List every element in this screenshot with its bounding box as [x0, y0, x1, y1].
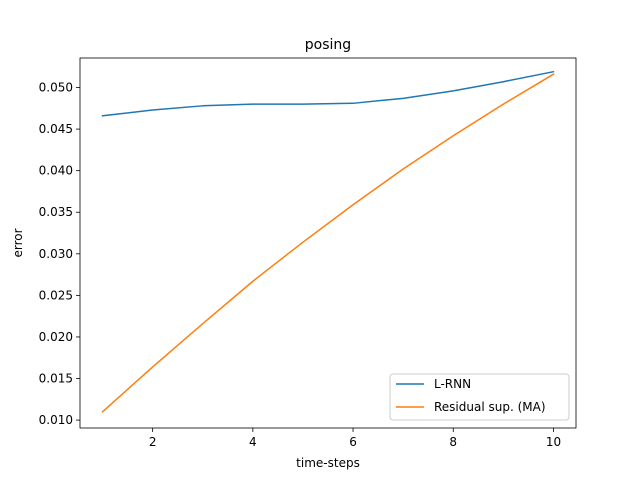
axis-ticks: 2 4 6 8 10 0.010 0.015 0.020 0.025 0.030 0.035 0.04…: [39, 81, 561, 449]
x-tick-label: 6: [349, 435, 357, 449]
y-tick-label: 0.035: [39, 205, 73, 219]
series-line-residual-sup: [101, 73, 555, 413]
y-tick-label: 0.010: [39, 413, 73, 427]
legend-box: [389, 373, 570, 421]
y-tick-label: 0.020: [39, 330, 73, 344]
y-axis-label: error: [11, 228, 25, 257]
y-tick-label: 0.045: [39, 122, 73, 136]
y-tick-label: 0.040: [39, 164, 73, 178]
x-tick-label: 10: [546, 435, 561, 449]
x-tick-label: 4: [249, 435, 257, 449]
x-tick-label: 8: [449, 435, 457, 449]
series-lines: [101, 70, 555, 413]
series-line-l-rnn: [101, 70, 555, 117]
y-tick-label: 0.025: [39, 288, 73, 302]
chart-title: posing: [305, 37, 351, 53]
x-tick-label: 2: [149, 435, 157, 449]
y-tick-label: 0.050: [39, 81, 73, 95]
x-axis-label: time-steps: [296, 456, 360, 470]
legend: L-RNN Residual sup. (MA): [389, 373, 570, 421]
y-tick-label: 0.030: [39, 247, 73, 261]
y-tick-label: 0.015: [39, 372, 73, 386]
plot-frame: [79, 57, 577, 429]
legend-label-l-rnn: L-RNN: [434, 377, 471, 391]
legend-label-residual-sup: Residual sup. (MA): [434, 400, 546, 414]
